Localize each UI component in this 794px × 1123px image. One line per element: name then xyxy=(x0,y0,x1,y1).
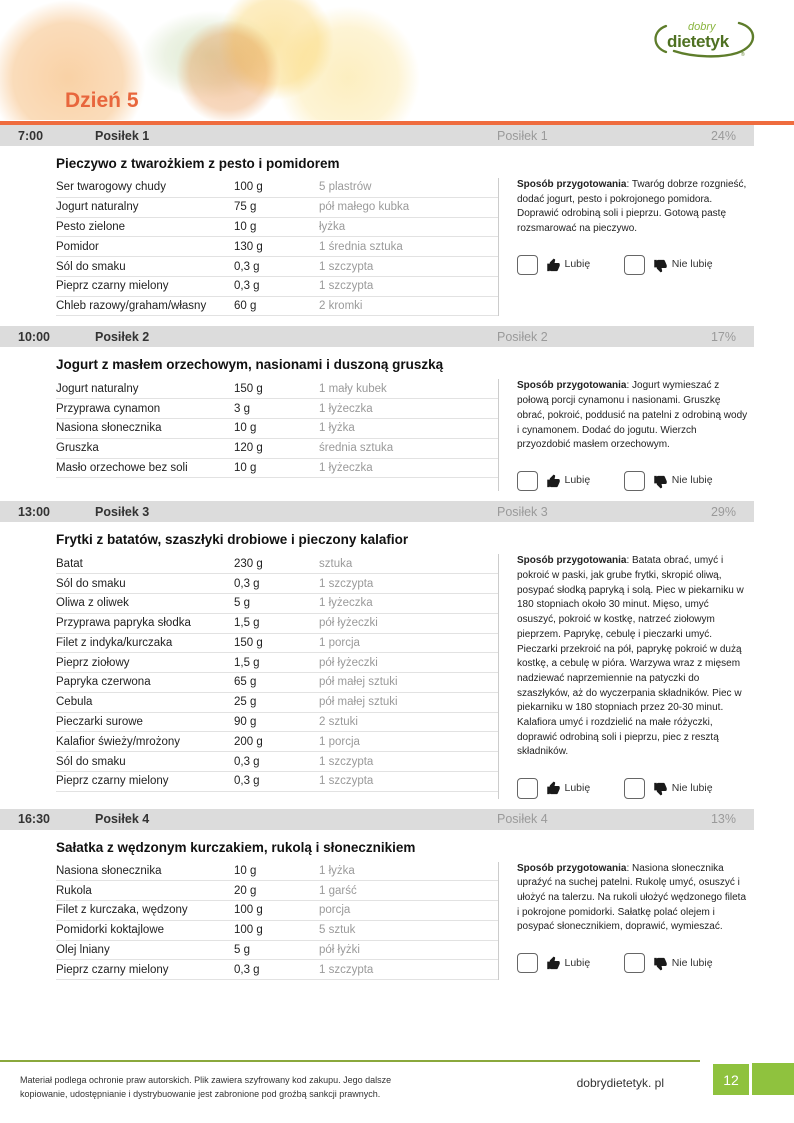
svg-text:®: ® xyxy=(741,51,745,58)
svg-text:dietetyk: dietetyk xyxy=(667,32,730,51)
